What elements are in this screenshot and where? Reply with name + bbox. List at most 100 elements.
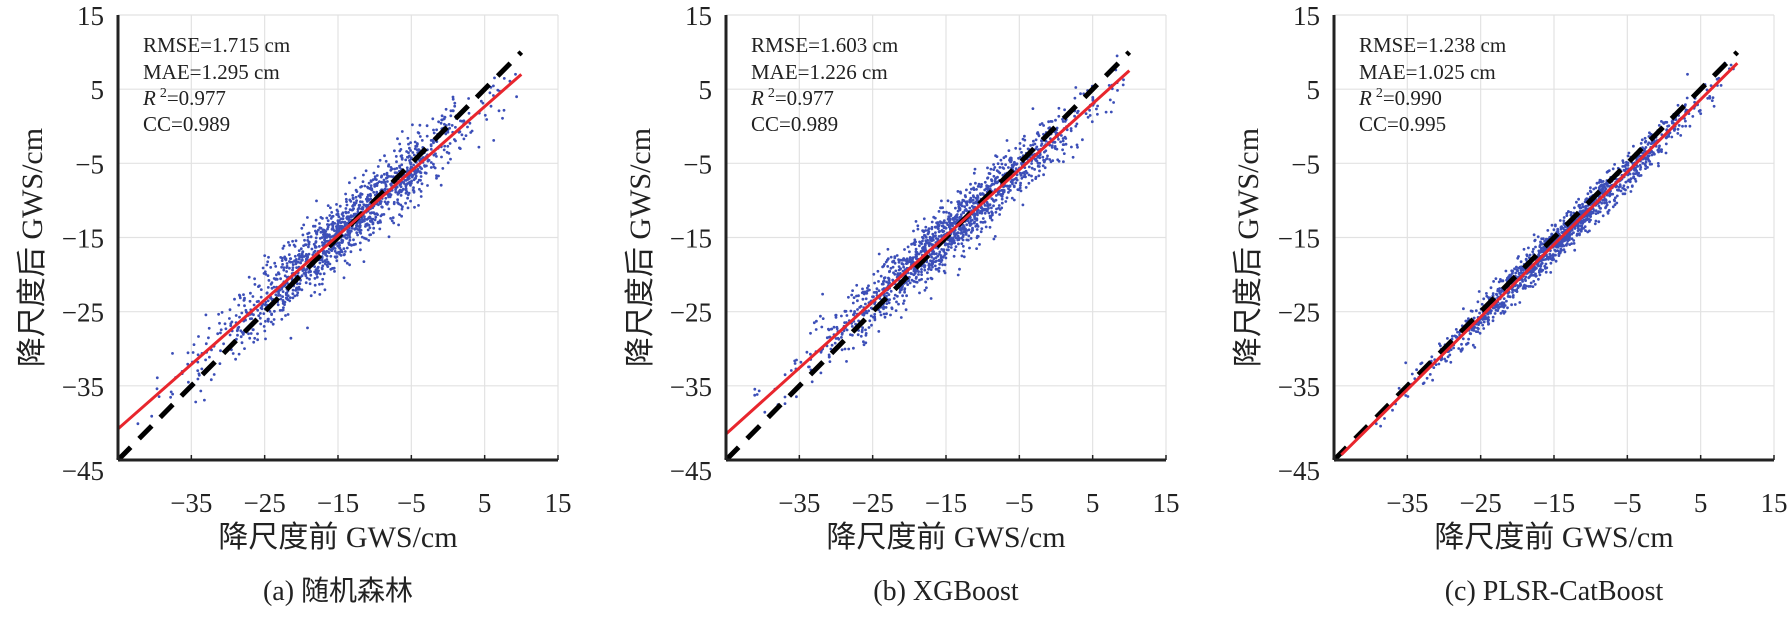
scatter-point xyxy=(405,150,408,153)
scatter-point xyxy=(325,235,329,239)
scatter-point xyxy=(255,300,259,303)
scatter-point xyxy=(1451,334,1454,338)
scatter-point xyxy=(753,393,757,397)
scatter-point xyxy=(453,104,457,108)
y-tick-label: −5 xyxy=(1291,149,1320,179)
scatter-point xyxy=(965,202,969,206)
scatter-point xyxy=(317,245,321,248)
scatter-point xyxy=(1562,248,1566,252)
scatter-point xyxy=(1491,319,1495,323)
scatter-point xyxy=(933,264,937,268)
scatter-point xyxy=(1540,259,1543,263)
scatter-point xyxy=(369,184,373,188)
scatter-point xyxy=(1562,219,1566,223)
scatter-point xyxy=(1021,137,1025,141)
scatter-point xyxy=(1482,320,1486,324)
scatter-point xyxy=(435,174,438,178)
scatter-point xyxy=(374,215,378,219)
scatter-point xyxy=(285,262,289,265)
scatter-point xyxy=(1491,315,1495,319)
scatter-point xyxy=(1022,144,1026,148)
scatter-point xyxy=(934,256,938,260)
scatter-point xyxy=(1536,235,1540,239)
scatter-point xyxy=(910,258,914,262)
scatter-point xyxy=(338,224,342,228)
scatter-point xyxy=(1615,201,1619,205)
scatter-point xyxy=(319,226,323,230)
scatter-point xyxy=(897,302,900,306)
scatter-point xyxy=(795,358,798,362)
scatter-point xyxy=(1518,272,1521,275)
scatter-point xyxy=(379,220,382,224)
scatter-point xyxy=(288,243,291,247)
scatter-point xyxy=(916,224,920,228)
scatter-point xyxy=(1611,167,1615,171)
scatter-point xyxy=(1565,233,1569,237)
scatter-point xyxy=(1634,179,1638,183)
scatter-point xyxy=(256,308,260,312)
y-tick-label: 5 xyxy=(1307,75,1321,105)
scatter-point xyxy=(1477,327,1480,331)
scatter-point xyxy=(413,147,417,151)
r2-label: R 2=0.977 xyxy=(142,86,226,110)
scatter-point xyxy=(961,211,965,214)
scatter-point xyxy=(368,216,372,220)
scatter-point xyxy=(964,233,968,236)
scatter-point xyxy=(1422,381,1426,385)
scatter-point xyxy=(274,293,278,297)
scatter-point xyxy=(1485,294,1489,298)
scatter-point xyxy=(1041,155,1045,159)
scatter-point xyxy=(1088,108,1091,112)
scatter-point xyxy=(821,317,825,320)
scatter-point xyxy=(1673,127,1677,131)
scatter-point xyxy=(920,270,923,274)
scatter-point xyxy=(943,263,947,267)
scatter-point xyxy=(322,272,326,276)
scatter-point xyxy=(855,283,859,287)
scatter-point xyxy=(236,333,239,337)
scatter-point xyxy=(1027,165,1031,169)
scatter-point xyxy=(294,289,298,292)
scatter-point xyxy=(924,229,928,232)
scatter-point xyxy=(1438,342,1441,346)
scatter-point xyxy=(305,267,309,271)
scatter-point xyxy=(282,244,286,248)
scatter-point xyxy=(321,264,325,268)
scatter-point xyxy=(448,126,451,130)
scatter-point xyxy=(392,200,396,204)
scatter-point xyxy=(1538,273,1542,277)
scatter-point xyxy=(1577,204,1581,208)
scatter-point xyxy=(1518,284,1521,288)
scatter-point xyxy=(382,213,386,216)
scatter-point xyxy=(917,273,920,276)
scatter-point xyxy=(369,179,373,183)
scatter-point xyxy=(239,329,243,333)
scatter-point xyxy=(379,214,383,218)
scatter-point xyxy=(979,230,983,234)
scatter-point xyxy=(885,294,888,298)
scatter-point xyxy=(331,215,334,218)
scatter-point xyxy=(1013,160,1016,164)
scatter-point xyxy=(869,314,873,318)
scatter-point xyxy=(883,276,887,279)
chart-svg: −35 −25 −15 −5 5 15155−5−15−25−35−45RMSE=1.60… xyxy=(624,1,1180,607)
scatter-point xyxy=(903,248,906,251)
scatter-point xyxy=(293,294,297,298)
scatter-point xyxy=(1491,292,1495,295)
scatter-point xyxy=(1588,189,1592,193)
scatter-point xyxy=(1057,106,1061,110)
scatter-point xyxy=(286,313,290,316)
scatter-point xyxy=(1474,309,1478,313)
scatter-point xyxy=(1122,78,1125,82)
scatter-point xyxy=(1539,240,1542,244)
scatter-point xyxy=(867,309,871,313)
scatter-point xyxy=(1076,111,1079,115)
scatter-point xyxy=(262,312,266,315)
scatter-point xyxy=(948,224,952,228)
scatter-point xyxy=(974,181,977,185)
scatter-point xyxy=(996,162,1000,166)
scatter-point xyxy=(827,355,831,359)
scatter-point xyxy=(840,314,843,318)
scatter-point xyxy=(1410,372,1414,376)
scatter-point xyxy=(947,211,951,215)
